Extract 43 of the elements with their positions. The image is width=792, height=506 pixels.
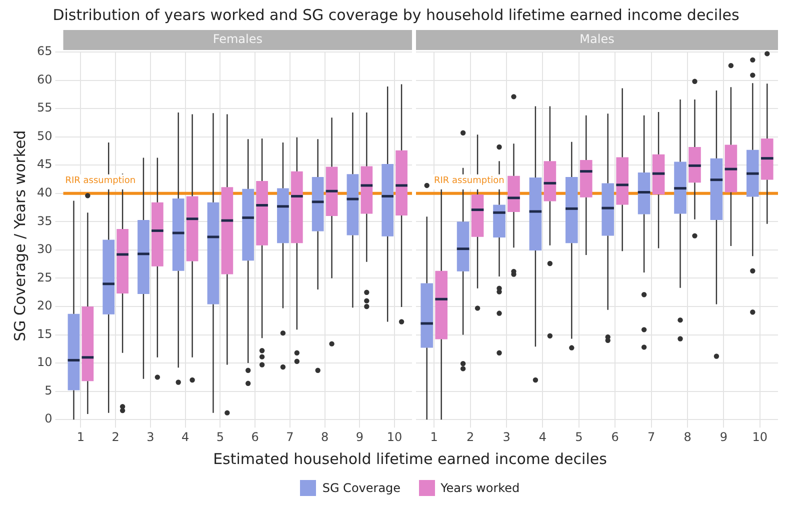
x-tick-label: 9	[356, 430, 364, 444]
y-tick-label: 30	[36, 242, 52, 256]
x-tick-label: 8	[684, 430, 692, 444]
x-tick-label: 2	[112, 430, 120, 444]
legend-label: SG Coverage	[322, 481, 401, 495]
y-axis-title: SG Coverage / Years worked	[10, 130, 29, 342]
x-tick-label: 2	[466, 430, 474, 444]
ref-line-label: RIR assumption	[65, 176, 136, 186]
y-tick-label: 5	[44, 383, 52, 398]
chart-subtitle: Males	[580, 32, 614, 46]
x-tick-label: 3	[146, 430, 154, 444]
y-tick-label: 50	[36, 128, 52, 143]
x-tick-label: 4	[538, 430, 547, 444]
y-tick-label: 40	[36, 186, 52, 200]
x-tick-label: 3	[502, 430, 510, 444]
y-tick-label: 25	[36, 270, 52, 284]
y-tick-label: 45	[36, 157, 52, 172]
y-tick-label: 60	[36, 72, 52, 86]
x-tick-label: 1	[76, 430, 85, 444]
x-tick-label: 7	[286, 430, 294, 444]
legend-label: Years worked	[440, 481, 520, 495]
x-axis-title: Estimated household lifetime earned income deciles	[212, 450, 608, 468]
y-tick-label: 65	[36, 44, 52, 58]
x-tick-label: 10	[752, 430, 768, 444]
y-tick-label: 55	[36, 100, 52, 115]
y-tick-label: 0	[44, 412, 52, 426]
x-tick-label: 5	[216, 430, 224, 444]
x-tick-label: 6	[251, 430, 259, 444]
x-tick-label: 4	[182, 430, 190, 444]
x-tick-label: 9	[720, 430, 728, 444]
y-tick-label: 20	[36, 298, 52, 313]
ref-line-label: RIR assumption	[434, 176, 504, 186]
x-tick-label: 7	[647, 430, 656, 444]
chart-subtitle: Females	[212, 32, 262, 46]
y-tick-label: 15	[36, 326, 52, 341]
x-tick-label: 8	[320, 430, 329, 444]
chart-title: Distribution of years worked and SG coverage by household lifetime earned income deciles	[52, 5, 740, 26]
x-tick-label: 1	[430, 430, 438, 444]
x-tick-label: 10	[386, 430, 402, 444]
y-tick-label: 35	[36, 214, 52, 228]
x-tick-label: 5	[575, 430, 583, 444]
y-tick-label: 10	[36, 355, 52, 370]
x-tick-label: 6	[611, 430, 619, 444]
